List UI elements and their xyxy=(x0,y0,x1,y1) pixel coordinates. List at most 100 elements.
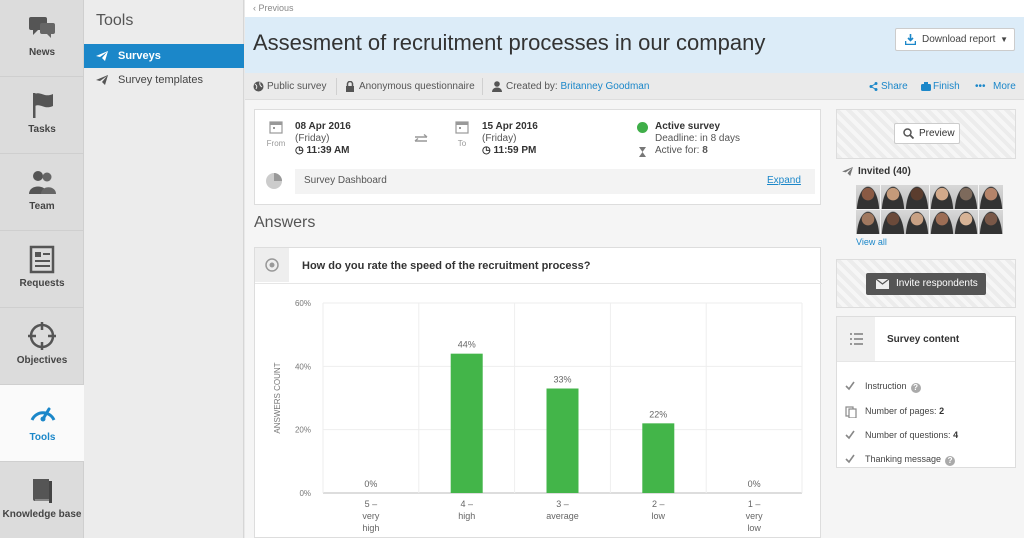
preview-box: Preview xyxy=(836,109,1016,159)
swap-arrows-icon xyxy=(414,134,428,142)
nav-item-objectives[interactable]: Objectives xyxy=(0,308,84,385)
x-tick-label: 4 – xyxy=(460,499,473,509)
x-tick-label: 3 – xyxy=(556,499,569,509)
y-axis-label: ANSWERS COUNT xyxy=(273,362,282,433)
invite-respondents-label: Invite respondents xyxy=(896,278,978,289)
avatar[interactable] xyxy=(954,210,978,234)
view-all-link[interactable]: View all xyxy=(856,237,887,247)
avatar[interactable] xyxy=(978,210,1003,234)
data-label: 0% xyxy=(748,479,761,489)
survey-dashboard-row[interactable]: Survey Dashboard Expand xyxy=(295,169,815,194)
list-icon xyxy=(850,333,863,345)
x-tick-label: very xyxy=(746,511,764,521)
avatar[interactable] xyxy=(856,185,880,209)
x-tick-label: 1 – xyxy=(748,499,761,509)
share-label: Share xyxy=(881,81,908,92)
avatar[interactable] xyxy=(978,185,1003,209)
nav-item-news[interactable]: News xyxy=(0,0,84,77)
invite-box: Invite respondents xyxy=(836,259,1016,308)
tools-item-survey-templates[interactable]: Survey templates xyxy=(84,68,244,92)
nav-item-requests[interactable]: Requests xyxy=(0,231,84,308)
finish-action[interactable]: Finish xyxy=(921,73,960,100)
avatar[interactable] xyxy=(905,210,929,234)
share-action[interactable]: Share xyxy=(869,73,908,100)
calendar-icon xyxy=(269,121,283,134)
to-date-value: 15 Apr 2016 xyxy=(482,121,538,132)
avatar[interactable] xyxy=(856,210,880,234)
bar xyxy=(642,423,675,493)
data-label: 44% xyxy=(458,340,476,350)
content-row-instruction: Instruction? xyxy=(845,379,921,393)
creator-link[interactable]: Britanney Goodman xyxy=(560,81,650,92)
tools-panel: Tools Surveys Survey templates xyxy=(84,0,244,538)
content-row-label: Instruction xyxy=(865,381,907,391)
avatar[interactable] xyxy=(880,185,905,209)
previous-link[interactable]: ‹ Previous xyxy=(253,3,294,13)
anonymous-tag: Anonymous questionnaire xyxy=(341,73,475,100)
nav-item-team[interactable]: Team xyxy=(0,154,84,231)
survey-status: Active survey Deadline: in 8 days Active… xyxy=(637,121,740,157)
meta-divider xyxy=(336,78,337,95)
help-icon[interactable]: ? xyxy=(910,383,921,393)
nav-label: Team xyxy=(29,201,55,212)
invite-respondents-button[interactable]: Invite respondents xyxy=(866,273,986,295)
avatar[interactable] xyxy=(929,210,954,234)
survey-content-divider xyxy=(837,361,1015,362)
to-time-value: 11:59 PM xyxy=(493,145,537,156)
clock-icon: ◷ xyxy=(295,145,307,156)
from-time-value: 11:39 AM xyxy=(306,145,350,156)
pages-icon xyxy=(845,406,857,418)
expand-link[interactable]: Expand xyxy=(767,175,801,186)
nav-item-tools[interactable]: Tools xyxy=(0,385,85,462)
status-active-for: Active for: 8 xyxy=(637,145,740,157)
x-tick-label: high xyxy=(362,523,379,533)
download-icon xyxy=(905,34,916,45)
survey-meta-bar: Public survey Anonymous questionnaire Cr… xyxy=(245,73,1024,100)
nav-label: News xyxy=(28,47,56,58)
nav-item-knowledge-base[interactable]: Knowledge base xyxy=(0,462,84,538)
to-time: ◷ 11:59 PM xyxy=(482,145,538,157)
nav-item-tasks[interactable]: Tasks xyxy=(0,77,84,154)
avatar[interactable] xyxy=(929,185,954,209)
to-calendar: To xyxy=(451,120,473,148)
calendar-icon xyxy=(455,121,469,134)
gauge-icon xyxy=(30,407,55,422)
meta-divider xyxy=(482,78,483,95)
book-icon xyxy=(33,479,52,503)
avatar[interactable] xyxy=(954,185,978,209)
help-icon[interactable]: ? xyxy=(945,456,956,466)
more-action[interactable]: ••• More xyxy=(975,73,1016,100)
survey-content-header: Survey content xyxy=(837,317,1015,361)
download-report-button[interactable]: Download report ▼ xyxy=(895,28,1015,51)
x-tick-label: average xyxy=(546,511,579,521)
data-label: 22% xyxy=(649,409,667,419)
created-by-label: Created by: xyxy=(506,81,558,92)
nav-label: Tools xyxy=(29,432,56,443)
to-date: 15 Apr 2016 (Friday) ◷ 11:59 PM xyxy=(482,121,538,157)
avatar[interactable] xyxy=(880,210,905,234)
page-title: Assesment of recruitment processes in ou… xyxy=(253,30,766,55)
survey-content-card: Survey content Instruction? Number of pa… xyxy=(836,316,1016,468)
from-date: 08 Apr 2016 (Friday) ◷ 11:39 AM xyxy=(295,121,351,157)
paper-plane-icon xyxy=(96,51,108,61)
active-for-value: 8 xyxy=(702,145,708,156)
x-tick-label: very xyxy=(362,511,380,521)
content-row-thanking: Thanking message? xyxy=(845,452,956,466)
x-tick-label: 2 – xyxy=(652,499,665,509)
from-weekday: (Friday) xyxy=(295,133,330,144)
avatar[interactable] xyxy=(905,185,929,209)
content-row-questions: Number of questions: 4 xyxy=(845,428,958,442)
preview-button[interactable]: Preview xyxy=(894,123,960,144)
ellipsis-icon: ••• xyxy=(975,81,986,92)
x-tick-label: 5 – xyxy=(365,499,378,509)
nav-label: Objectives xyxy=(16,355,68,366)
tools-item-label: Surveys xyxy=(118,50,161,62)
check-icon xyxy=(845,430,855,440)
nav-label: Knowledge base xyxy=(2,509,82,520)
tools-item-surveys[interactable]: Surveys xyxy=(84,44,244,68)
magnifier-icon xyxy=(903,128,914,139)
user-icon xyxy=(492,81,502,92)
envelope-icon xyxy=(876,279,889,289)
check-icon xyxy=(845,381,855,391)
tools-item-label: Survey templates xyxy=(118,74,203,86)
